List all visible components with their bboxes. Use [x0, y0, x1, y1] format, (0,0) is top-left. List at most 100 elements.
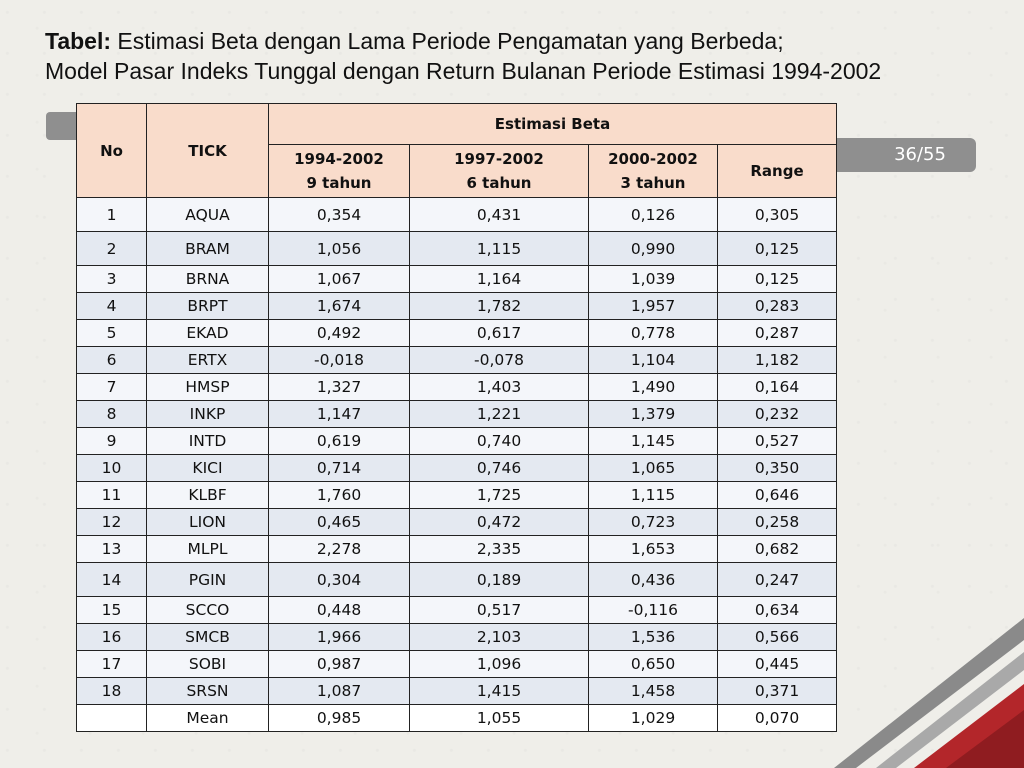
cell-range: 0,125: [717, 265, 837, 293]
cell-no: 9: [76, 427, 147, 455]
cell-beta-1997-2002: 0,517: [409, 596, 589, 624]
mean-row: Mean 0,985 1,055 1,029 0,070: [76, 704, 837, 732]
cell-beta-1994-2002: 0,987: [268, 650, 410, 678]
cell-no: 14: [76, 562, 147, 597]
cell-beta-1994-2002: 0,448: [268, 596, 410, 624]
cell-beta-1997-2002: 1,096: [409, 650, 589, 678]
cell-beta-1997-2002: 1,221: [409, 400, 589, 428]
cell-beta-1994-2002: 0,619: [268, 427, 410, 455]
header-period-1994-2002: 1994-2002 9 tahun: [268, 144, 410, 198]
cell-tick: BRPT: [146, 292, 269, 320]
cell-range: 0,164: [717, 373, 837, 401]
cell-tick: KLBF: [146, 481, 269, 509]
cell-range: 0,258: [717, 508, 837, 536]
cell-range: 0,646: [717, 481, 837, 509]
cell-beta-1997-2002: 0,740: [409, 427, 589, 455]
cell-range: 0,682: [717, 535, 837, 563]
cell-mean-1994-2002: 0,985: [268, 704, 410, 732]
decorative-tab-left: [46, 112, 80, 140]
cell-no: 18: [76, 677, 147, 705]
cell-no: 2: [76, 231, 147, 266]
cell-no: 4: [76, 292, 147, 320]
cell-range: 0,527: [717, 427, 837, 455]
cell-range: 1,182: [717, 346, 837, 374]
cell-no: 11: [76, 481, 147, 509]
cell-beta-2000-2002: 0,990: [588, 231, 718, 266]
table-row: 9 INTD 0,619 0,740 1,145 0,527: [76, 427, 837, 455]
cell-beta-2000-2002: -0,116: [588, 596, 718, 624]
cell-tick: INKP: [146, 400, 269, 428]
cell-tick: ERTX: [146, 346, 269, 374]
cell-beta-1994-2002: 1,674: [268, 292, 410, 320]
table-row: 15 SCCO 0,448 0,517 -0,116 0,634: [76, 596, 837, 624]
cell-range: 0,634: [717, 596, 837, 624]
cell-no-empty: [76, 704, 147, 732]
cell-beta-2000-2002: 0,723: [588, 508, 718, 536]
cell-beta-2000-2002: 1,115: [588, 481, 718, 509]
cell-beta-1994-2002: 1,087: [268, 677, 410, 705]
table-row: 4 BRPT 1,674 1,782 1,957 0,283: [76, 292, 837, 320]
title-bold-label: Tabel:: [45, 28, 112, 54]
cell-beta-1994-2002: 1,966: [268, 623, 410, 651]
cell-no: 10: [76, 454, 147, 482]
header-period-years: 1997-2002: [454, 150, 544, 168]
cell-beta-1997-2002: 1,403: [409, 373, 589, 401]
cell-range: 0,283: [717, 292, 837, 320]
table-row: 13 MLPL 2,278 2,335 1,653 0,682: [76, 535, 837, 563]
cell-no: 3: [76, 265, 147, 293]
header-period-length: 9 tahun: [306, 174, 372, 192]
cell-beta-1997-2002: 1,725: [409, 481, 589, 509]
cell-tick: SCCO: [146, 596, 269, 624]
header-no: No: [76, 103, 147, 198]
cell-beta-1997-2002: 1,164: [409, 265, 589, 293]
cell-no: 15: [76, 596, 147, 624]
cell-tick: BRNA: [146, 265, 269, 293]
header-range: Range: [717, 144, 837, 198]
header-period-length: 3 tahun: [620, 174, 686, 192]
table-row: 10 KICI 0,714 0,746 1,065 0,350: [76, 454, 837, 482]
cell-range: 0,350: [717, 454, 837, 482]
cell-range: 0,305: [717, 197, 837, 232]
cell-no: 7: [76, 373, 147, 401]
cell-tick: AQUA: [146, 197, 269, 232]
cell-beta-1994-2002: 1,760: [268, 481, 410, 509]
cell-beta-2000-2002: 1,653: [588, 535, 718, 563]
beta-estimation-table: No TICK Estimasi Beta 1994-2002 9 tahun 1…: [76, 103, 837, 732]
cell-mean-range: 0,070: [717, 704, 837, 732]
cell-no: 8: [76, 400, 147, 428]
cell-beta-1994-2002: 0,354: [268, 197, 410, 232]
cell-beta-2000-2002: 1,065: [588, 454, 718, 482]
table-row: 2 BRAM 1,056 1,115 0,990 0,125: [76, 231, 837, 266]
table-row: 12 LION 0,465 0,472 0,723 0,258: [76, 508, 837, 536]
header-period-2000-2002: 2000-2002 3 tahun: [588, 144, 718, 198]
cell-tick: SOBI: [146, 650, 269, 678]
cell-range: 0,125: [717, 231, 837, 266]
cell-beta-1997-2002: 2,103: [409, 623, 589, 651]
cell-beta-2000-2002: 0,436: [588, 562, 718, 597]
cell-tick: INTD: [146, 427, 269, 455]
cell-tick: LION: [146, 508, 269, 536]
cell-range: 0,371: [717, 677, 837, 705]
header-estimasi-beta: Estimasi Beta: [268, 103, 837, 145]
table-row: 18 SRSN 1,087 1,415 1,458 0,371: [76, 677, 837, 705]
table-row: 16 SMCB 1,966 2,103 1,536 0,566: [76, 623, 837, 651]
cell-beta-1997-2002: 0,617: [409, 319, 589, 347]
header-period-length: 6 tahun: [466, 174, 532, 192]
table-row: 17 SOBI 0,987 1,096 0,650 0,445: [76, 650, 837, 678]
cell-no: 6: [76, 346, 147, 374]
cell-range: 0,566: [717, 623, 837, 651]
cell-mean-1997-2002: 1,055: [409, 704, 589, 732]
cell-beta-2000-2002: 1,379: [588, 400, 718, 428]
cell-beta-1997-2002: 2,335: [409, 535, 589, 563]
cell-beta-1994-2002: 0,492: [268, 319, 410, 347]
header-period-years: 1994-2002: [294, 150, 384, 168]
cell-beta-1994-2002: -0,018: [268, 346, 410, 374]
cell-beta-2000-2002: 1,104: [588, 346, 718, 374]
cell-tick: SRSN: [146, 677, 269, 705]
cell-range: 0,287: [717, 319, 837, 347]
cell-tick: MLPL: [146, 535, 269, 563]
cell-beta-2000-2002: 1,957: [588, 292, 718, 320]
page-indicator: 36/55: [894, 144, 946, 165]
cell-range: 0,445: [717, 650, 837, 678]
cell-beta-1997-2002: 1,782: [409, 292, 589, 320]
